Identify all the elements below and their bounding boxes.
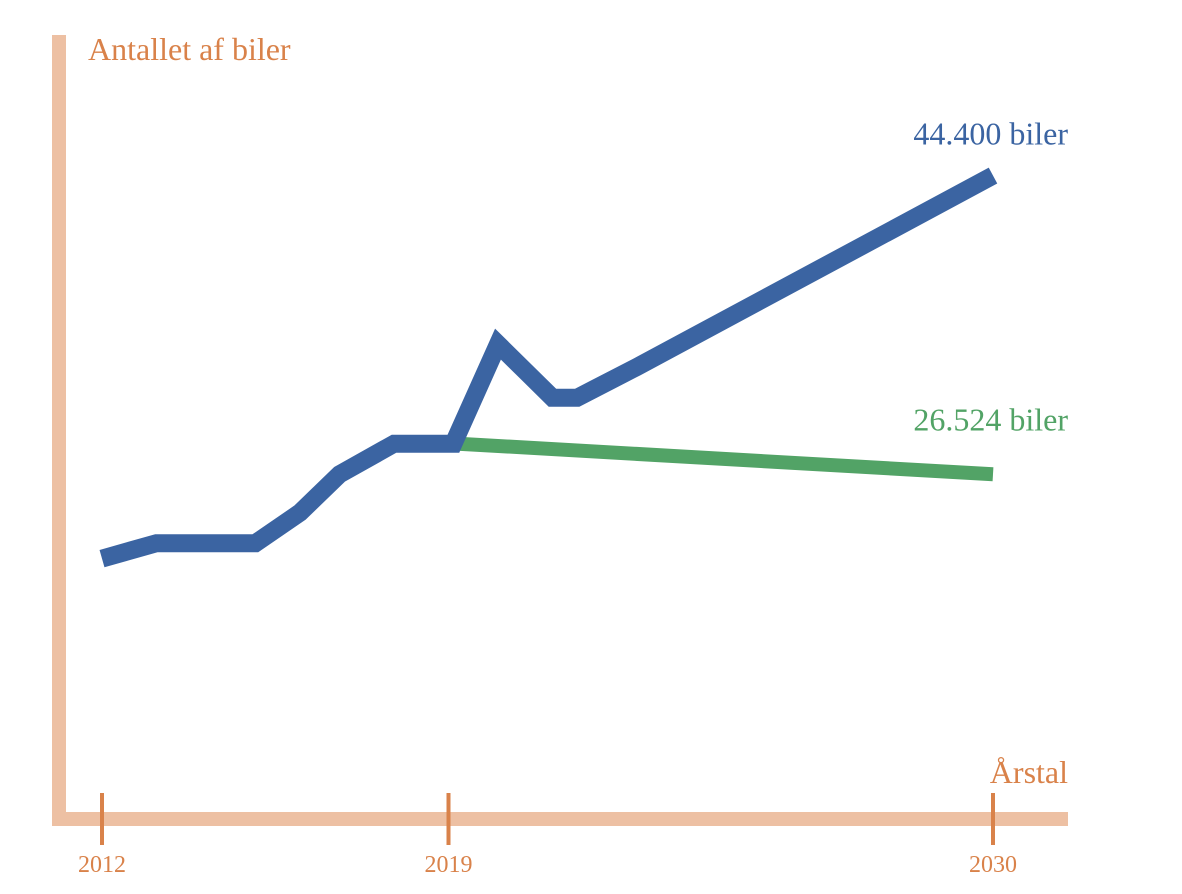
labels-layer: Antallet af biler Årstal 26.524 biler 44.…	[88, 31, 1068, 790]
x-axis-label: Årstal	[990, 754, 1068, 790]
y-axis-label: Antallet af biler	[88, 31, 291, 67]
series-line-green	[457, 436, 994, 482]
x-tick-label-2030: 2030	[969, 852, 1017, 878]
x-tick-label-2019: 2019	[425, 852, 473, 878]
series-layer	[99, 167, 998, 568]
x-tick-label-2012: 2012	[78, 852, 126, 878]
end-label-green: 26.524 biler	[913, 401, 1068, 437]
series-line-blue	[99, 167, 998, 568]
end-label-blue: 44.400 biler	[913, 116, 1068, 152]
axes: 2012 2019 2030	[52, 35, 1068, 878]
